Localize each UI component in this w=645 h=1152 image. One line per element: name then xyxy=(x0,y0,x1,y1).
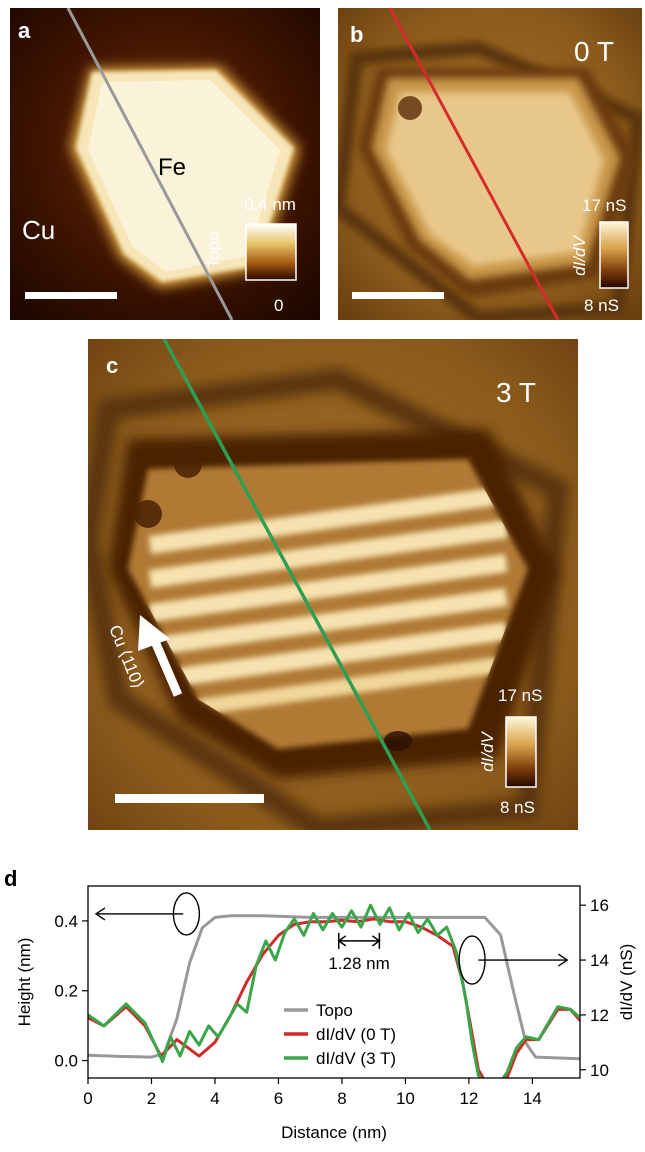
x-tick-label: 2 xyxy=(147,1089,156,1108)
spacing-arrowhead-left xyxy=(337,935,347,947)
scale-bar xyxy=(115,794,264,803)
x-tick-label: 8 xyxy=(337,1089,346,1108)
y-left-tick-label: 0.2 xyxy=(54,982,78,1001)
colorbar-title: dI/dV xyxy=(570,236,589,276)
colorbar-min-label: 8 nS xyxy=(584,296,619,315)
panel-b: b 0 T 17 nS 8 nS dI/dV xyxy=(338,8,642,320)
panel-c-didv-map xyxy=(88,339,578,830)
colorbar-min-label: 8 nS xyxy=(500,798,535,817)
panel-label-a: a xyxy=(18,18,31,43)
plot-frame xyxy=(87,885,581,1079)
y-right-tick-label: 12 xyxy=(590,1006,609,1025)
legend-label-3: dI/dV (3 T) xyxy=(316,1049,396,1068)
topo-colorbar xyxy=(245,223,297,281)
y-right-tick-label: 14 xyxy=(590,951,609,970)
y-left-axis-label: Height (nm) xyxy=(15,938,34,1027)
y-right-tick-label: 10 xyxy=(590,1061,609,1080)
x-tick-label: 4 xyxy=(210,1089,219,1108)
spacing-arrowhead-right xyxy=(371,935,381,947)
y-left-tick-label: 0.4 xyxy=(54,912,78,931)
right-axis-arrowhead xyxy=(557,953,569,967)
didv-colorbar xyxy=(599,221,629,289)
panel-a: a Cu Fe 0.4 nm 0 Topo xyxy=(10,8,320,320)
panel-label-b: b xyxy=(350,22,364,47)
colorbar-min-label: 0 xyxy=(274,296,284,315)
x-tick-label: 14 xyxy=(523,1089,542,1108)
y-right-tick-label: 16 xyxy=(590,896,609,915)
direction-arrow xyxy=(138,615,183,697)
fe-island-label: Fe xyxy=(158,154,187,181)
x-tick-label: 12 xyxy=(459,1089,478,1108)
legend-label-1: Topo xyxy=(316,1001,353,1020)
colorbar-title: dI/dV xyxy=(478,732,497,772)
x-tick-label: 0 xyxy=(83,1089,92,1108)
x-tick-label: 10 xyxy=(396,1089,415,1108)
colorbar-max-label: 0.4 nm xyxy=(244,195,296,214)
y-left-tick-label: 0.0 xyxy=(54,1052,78,1071)
series-line-3 xyxy=(88,903,580,1078)
series-line-2 xyxy=(88,917,580,1078)
didv-curve-marker xyxy=(458,935,486,985)
field-label: 3 T xyxy=(496,377,536,408)
scale-bar xyxy=(352,292,444,299)
didv-colorbar xyxy=(505,716,537,788)
x-axis-label: Distance (nm) xyxy=(281,1123,387,1142)
panel-label-c: c xyxy=(106,353,119,378)
colorbar-max-label: 17 nS xyxy=(498,686,543,705)
panel-c: c 3 T Cu ⟨110⟩ 17 nS 8 nS dI/dV xyxy=(88,339,578,830)
field-label: 0 T xyxy=(574,36,614,67)
spacing-annotation: 1.28 nm xyxy=(328,954,389,973)
colorbar-title: Topo xyxy=(204,231,223,269)
cu-region-label: Cu xyxy=(22,215,56,245)
scale-bar xyxy=(25,292,117,299)
left-axis-arrowhead xyxy=(94,907,106,921)
y-right-axis-label: dI/dV (nS) xyxy=(617,944,636,1021)
line-chart: 0 2 4 6 8 10 12 14 0.0 0.2 0.4 10 12 14 16 Distance (nm… xyxy=(15,885,636,1142)
colorbar-max-label: 17 nS xyxy=(582,196,627,215)
panel-a-topography-image xyxy=(10,8,320,320)
panel-label-d: d xyxy=(4,866,18,891)
topo-curve-marker xyxy=(172,892,201,936)
panel-b-didv-map xyxy=(338,8,642,320)
x-tick-label: 6 xyxy=(274,1089,283,1108)
legend-label-2: dI/dV (0 T) xyxy=(316,1025,396,1044)
